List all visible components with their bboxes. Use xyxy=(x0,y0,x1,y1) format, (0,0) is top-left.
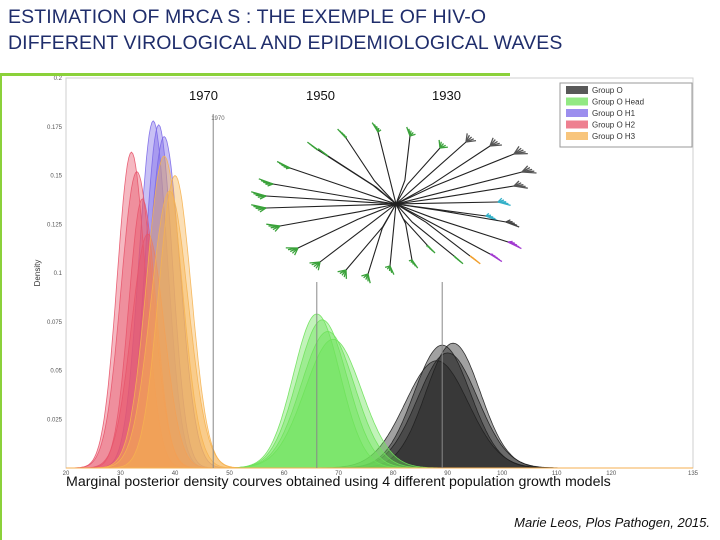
legend-swatch xyxy=(566,97,588,106)
y-tick-label: 0.025 xyxy=(47,417,63,423)
legend-entry: Group O xyxy=(592,86,623,95)
tree-branch xyxy=(389,203,397,267)
year-label-1950: 1950 xyxy=(306,88,335,103)
tree-tip xyxy=(453,255,464,265)
tree-branch xyxy=(272,183,397,205)
tree-tip xyxy=(294,247,299,256)
y-tick-label: 0.075 xyxy=(47,320,63,326)
slide-title: ESTIMATION OF MRCA S : THE EXEMPLE OF HI… xyxy=(8,4,708,56)
y-tick-label: 0.05 xyxy=(50,369,62,375)
tree-tip xyxy=(267,183,274,187)
tree-branch xyxy=(395,171,523,205)
tree-branch xyxy=(395,203,509,243)
tree-tip xyxy=(469,255,481,265)
tree-branch xyxy=(327,155,397,205)
tree-tip xyxy=(409,133,416,137)
tree-tip xyxy=(505,221,520,228)
tree-branch xyxy=(395,201,499,205)
tree-branch xyxy=(319,203,397,263)
tree-branch xyxy=(395,147,441,205)
year-label-1970: 1970 xyxy=(189,88,218,103)
y-tick-label: 0.1 xyxy=(54,271,63,277)
legend-entry: Group O H1 xyxy=(592,109,636,118)
density-chart: 0.2 0.175 0.15 0.125 0.1 0.075 0.05 0.025 20 30 40… xyxy=(33,76,698,476)
tree-branch xyxy=(345,137,397,205)
tree-branch xyxy=(297,203,397,249)
legend-swatch xyxy=(566,109,588,117)
legend-entry: Group O H2 xyxy=(592,121,636,130)
source-credit: Marie Leos, Plos Pathogen, 2015. xyxy=(514,515,710,530)
tree-tip xyxy=(521,171,537,174)
legend-swatch xyxy=(566,132,588,140)
x-tick-label: 30 xyxy=(117,471,124,476)
y-tick-label: 0.15 xyxy=(50,174,62,180)
tree-tip xyxy=(411,259,419,269)
x-tick-label: 110 xyxy=(552,471,562,476)
x-tick-label: 70 xyxy=(335,471,342,476)
tree-branch xyxy=(395,145,491,205)
legend-swatch xyxy=(566,86,588,94)
legend-entry: Group O Head xyxy=(592,98,644,107)
x-tick-label: 120 xyxy=(606,471,617,476)
title-divider xyxy=(0,73,510,76)
year-label-1930: 1930 xyxy=(432,88,461,103)
x-tick-label: 80 xyxy=(390,471,397,476)
tree-tip xyxy=(513,185,528,189)
tree-branch xyxy=(395,203,507,223)
reference-line-label: 1970 xyxy=(211,116,225,122)
tree-branch xyxy=(395,203,491,255)
x-tick-label: 20 xyxy=(63,471,70,476)
tree-branch xyxy=(395,153,515,205)
tree-tip xyxy=(285,167,291,170)
tree-branch xyxy=(367,203,397,275)
tree-tip xyxy=(427,245,436,254)
y-tick-label: 0.2 xyxy=(54,76,63,82)
tree-branch xyxy=(265,195,397,205)
tree-tip xyxy=(389,265,395,275)
x-tick-label: 90 xyxy=(444,471,451,476)
figure-caption: Marginal posterior density courves obtai… xyxy=(66,474,611,490)
tree-tip xyxy=(274,225,281,232)
left-accent-bar xyxy=(0,76,2,540)
title-line-2: DIFFERENT VIROLOGICAL AND EPIDEMIOLOGICA… xyxy=(8,32,563,54)
tree-branch xyxy=(395,203,455,257)
x-tick-label: 100 xyxy=(497,471,508,476)
tree-branch xyxy=(279,203,397,227)
tree-tip xyxy=(507,241,522,250)
tree-tip xyxy=(489,144,502,147)
tree-branch xyxy=(395,135,411,205)
tree-tip xyxy=(489,253,503,263)
density-curve-group-o-h3 xyxy=(66,190,693,469)
tree-tip xyxy=(367,273,371,284)
y-tick-label: 0.125 xyxy=(47,222,63,228)
title-line-1: ESTIMATION OF MRCA S : THE EXEMPLE OF HI… xyxy=(8,6,487,28)
y-axis-label: Density xyxy=(33,260,42,287)
tree-branch xyxy=(395,203,429,247)
y-tick-label: 0.175 xyxy=(47,125,63,131)
tree-tip xyxy=(465,139,477,143)
tree-tip xyxy=(497,201,511,207)
legend-swatch xyxy=(566,120,588,129)
tree-tip xyxy=(259,195,267,200)
tree-branch xyxy=(395,141,467,205)
tree-tip xyxy=(317,261,321,271)
tree-tip xyxy=(315,148,319,151)
tree-tip xyxy=(259,207,267,213)
tree-branch xyxy=(377,131,397,205)
tree-branch xyxy=(395,185,515,205)
x-tick-label: 50 xyxy=(226,471,233,476)
legend-entry: Group O H3 xyxy=(592,132,636,141)
tree-branch xyxy=(395,203,471,257)
x-tick-label: 40 xyxy=(172,471,179,476)
tree-tip xyxy=(377,129,382,133)
tree-branch xyxy=(289,167,397,205)
tree-tip xyxy=(439,146,448,149)
tree-branch xyxy=(265,203,397,209)
x-tick-label: 135 xyxy=(688,471,698,476)
x-tick-label: 60 xyxy=(281,471,288,476)
